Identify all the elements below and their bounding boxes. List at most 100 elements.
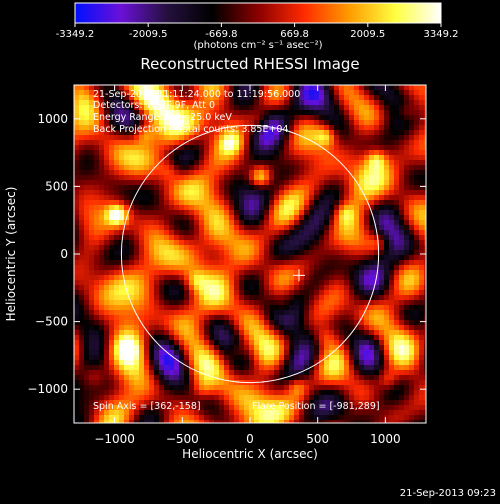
heatmap-cell: [409, 390, 415, 396]
heatmap-cell: [354, 235, 360, 241]
heatmap-cell: [359, 275, 365, 281]
heatmap-cell: [299, 140, 305, 146]
heatmap-cell: [259, 275, 265, 281]
heatmap-cell: [404, 155, 410, 161]
heatmap-cell: [199, 250, 205, 256]
heatmap-cell: [389, 155, 395, 161]
heatmap-cell: [129, 105, 135, 111]
heatmap-cell: [209, 325, 215, 331]
heatmap-cell: [94, 300, 100, 306]
heatmap-cell: [229, 360, 235, 366]
heatmap-cell: [249, 175, 255, 181]
heatmap-cell: [329, 250, 335, 256]
heatmap-cell: [324, 120, 330, 126]
heatmap-cell: [234, 145, 240, 151]
heatmap-cell: [324, 140, 330, 146]
heatmap-cell: [74, 175, 80, 181]
heatmap-cell: [339, 320, 345, 326]
heatmap-cell: [259, 310, 265, 316]
heatmap-cell: [419, 120, 425, 126]
heatmap-cell: [289, 280, 295, 286]
heatmap-cell: [129, 225, 135, 231]
heatmap-cell: [219, 195, 225, 201]
heatmap-cell: [139, 355, 145, 361]
heatmap-cell: [134, 375, 140, 381]
heatmap-cell: [194, 405, 200, 411]
heatmap-cell: [154, 215, 160, 221]
heatmap-cell: [334, 375, 340, 381]
heatmap-cell: [279, 185, 285, 191]
heatmap-cell: [414, 205, 420, 211]
heatmap-cell: [304, 135, 310, 141]
heatmap-cell: [299, 220, 305, 226]
heatmap-cell: [189, 120, 195, 126]
heatmap-cell: [119, 415, 125, 421]
heatmap-cell: [339, 170, 345, 176]
heatmap-cell: [144, 130, 150, 136]
heatmap-cell: [409, 135, 415, 141]
heatmap-cell: [259, 100, 265, 106]
heatmap-cell: [269, 345, 275, 351]
heatmap-cell: [309, 205, 315, 211]
heatmap-cell: [274, 410, 280, 416]
heatmap-cell: [234, 390, 240, 396]
heatmap-cell: [314, 260, 320, 266]
heatmap-cell: [374, 200, 380, 206]
heatmap-cell: [139, 170, 145, 176]
heatmap-cell: [189, 235, 195, 241]
heatmap-cell: [194, 340, 200, 346]
heatmap-cell: [289, 375, 295, 381]
heatmap-cell: [129, 125, 135, 131]
heatmap-cell: [129, 360, 135, 366]
heatmap-cell: [199, 260, 205, 266]
heatmap-cell: [359, 405, 365, 411]
heatmap-cell: [379, 290, 385, 296]
heatmap-cell: [364, 85, 370, 91]
heatmap-cell: [319, 245, 325, 251]
heatmap-cell: [289, 255, 295, 261]
heatmap-cell: [214, 260, 220, 266]
heatmap-cell: [369, 100, 375, 106]
heatmap-cell: [149, 245, 155, 251]
heatmap-cell: [384, 315, 390, 321]
heatmap-cell: [349, 220, 355, 226]
heatmap-cell: [134, 125, 140, 131]
heatmap-cell: [189, 220, 195, 226]
heatmap-cell: [159, 360, 165, 366]
heatmap-cell: [419, 290, 425, 296]
heatmap-cell: [79, 215, 85, 221]
heatmap-cell: [349, 260, 355, 266]
heatmap-cell: [209, 200, 215, 206]
heatmap-cell: [219, 410, 225, 416]
heatmap-cell: [129, 370, 135, 376]
heatmap-cell: [204, 380, 210, 386]
heatmap-cell: [234, 165, 240, 171]
heatmap-cell: [254, 420, 260, 423]
heatmap-cell: [284, 385, 290, 391]
heatmap-cell: [399, 345, 405, 351]
heatmap-cell: [119, 150, 125, 156]
heatmap-cell: [339, 240, 345, 246]
heatmap-cell: [244, 350, 250, 356]
heatmap-cell: [239, 345, 245, 351]
heatmap-cell: [249, 165, 255, 171]
heatmap-cell: [134, 410, 140, 416]
heatmap-cell: [304, 290, 310, 296]
heatmap-cell: [324, 215, 330, 221]
heatmap-cell: [149, 400, 155, 406]
heatmap-cell: [354, 120, 360, 126]
heatmap-cell: [114, 220, 120, 226]
heatmap-cell: [419, 115, 425, 121]
heatmap-cell: [289, 190, 295, 196]
heatmap-cell: [314, 315, 320, 321]
heatmap-cell: [139, 345, 145, 351]
heatmap-cell: [269, 120, 275, 126]
heatmap-cell: [319, 135, 325, 141]
heatmap-cell: [134, 295, 140, 301]
heatmap-cell: [384, 335, 390, 341]
heatmap-cell: [364, 135, 370, 141]
heatmap-cell: [214, 395, 220, 401]
heatmap-cell: [174, 340, 180, 346]
heatmap-cell: [389, 270, 395, 276]
heatmap-cell: [399, 260, 405, 266]
